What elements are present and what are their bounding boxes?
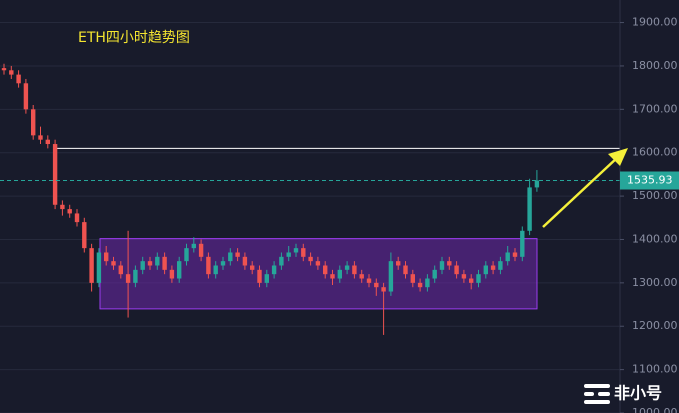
watermark-text: 非小号 xyxy=(614,384,662,403)
candle-body xyxy=(60,204,65,210)
candle-body xyxy=(38,135,43,140)
candle-body xyxy=(315,261,321,266)
candle-body xyxy=(352,265,357,275)
candle-body xyxy=(9,70,14,75)
y-tick-label: 1800.00 xyxy=(632,59,678,72)
candle-body xyxy=(198,243,204,257)
candle-body xyxy=(344,265,350,270)
candle-body xyxy=(454,265,459,275)
candle-body xyxy=(271,265,277,275)
candle-body xyxy=(403,265,408,275)
y-tick-label: 1500.00 xyxy=(632,189,678,202)
candle-body xyxy=(498,261,503,270)
candle-body xyxy=(534,180,540,188)
candle-body xyxy=(89,248,94,283)
y-tick-label: 1700.00 xyxy=(632,102,678,115)
candle-body xyxy=(483,265,488,275)
candle-body xyxy=(374,282,379,288)
price-tag-label: 1535.93 xyxy=(627,174,673,187)
candle-body xyxy=(118,265,123,275)
candle-body xyxy=(257,269,262,283)
y-tick-label: 1100.00 xyxy=(632,363,678,376)
candle-body xyxy=(301,248,306,257)
candle-body xyxy=(323,265,328,275)
y-tick-label: 1000.00 xyxy=(632,406,678,413)
candle-body xyxy=(155,256,160,266)
chart-title: ETH四小时趋势图 xyxy=(78,30,190,46)
candle-body xyxy=(293,248,299,253)
candle-body xyxy=(520,230,525,257)
candle-body xyxy=(125,274,131,283)
candle-body xyxy=(45,139,50,145)
candle-body xyxy=(461,274,467,279)
candle-body xyxy=(366,278,372,283)
candle-body xyxy=(512,252,518,257)
candle-body xyxy=(1,68,7,71)
y-axis: 1000.00 1100.00 1200.00 1300.00 1400.00 1500.… xyxy=(620,16,679,413)
candle-body xyxy=(23,83,29,110)
y-tick-label: 1900.00 xyxy=(632,16,678,29)
plot-area xyxy=(0,63,620,335)
candle-body xyxy=(228,252,233,262)
arrow xyxy=(542,148,628,228)
price-tag xyxy=(620,171,679,190)
candle-body xyxy=(16,74,21,84)
candle-body xyxy=(490,265,496,270)
candle-body xyxy=(410,274,415,283)
candle-body xyxy=(191,243,196,249)
y-tick-label: 1600.00 xyxy=(632,146,678,159)
candle-body xyxy=(235,252,240,257)
candle-body xyxy=(104,252,109,262)
candle-body xyxy=(52,144,58,205)
candle-body xyxy=(67,209,72,214)
candle-body xyxy=(469,278,474,283)
candle-body xyxy=(147,261,153,266)
candle-body xyxy=(206,256,211,275)
y-tick-label: 1300.00 xyxy=(632,276,678,289)
candle-body xyxy=(162,256,167,270)
watermark: 非小号 xyxy=(584,384,662,404)
candle-body xyxy=(31,109,36,136)
candle-body xyxy=(177,261,182,279)
candle-body xyxy=(381,287,386,292)
candle-body xyxy=(447,261,452,266)
candle-body xyxy=(140,261,145,270)
candle-body xyxy=(505,252,510,262)
candle-body xyxy=(279,256,284,266)
candle-body xyxy=(74,213,80,223)
candle-body xyxy=(476,274,481,283)
candle-body xyxy=(308,256,313,262)
candle-body xyxy=(250,265,255,270)
candle-body xyxy=(242,256,248,266)
range-box xyxy=(99,238,538,310)
grid xyxy=(0,22,620,413)
candle-body xyxy=(425,278,430,288)
y-tick-label: 1400.00 xyxy=(632,232,678,245)
candle-body xyxy=(330,274,335,279)
candle-body xyxy=(169,269,175,279)
candle-body xyxy=(439,261,445,270)
candle-body xyxy=(417,282,423,288)
candle-body xyxy=(213,265,218,275)
candle-body xyxy=(359,274,364,279)
candle-body xyxy=(96,252,102,283)
candle-body xyxy=(527,187,532,231)
candle-body xyxy=(111,261,116,266)
candle-body xyxy=(396,261,401,266)
candle-body xyxy=(133,269,138,283)
y-tick-label: 1200.00 xyxy=(632,319,678,332)
candle-body xyxy=(220,261,226,266)
candle-body xyxy=(82,222,87,249)
candle-body xyxy=(388,261,394,292)
candle-body xyxy=(286,252,291,257)
candle-body xyxy=(337,269,342,279)
candle-body xyxy=(432,269,437,279)
candle-body xyxy=(264,274,269,283)
candle-body xyxy=(184,248,189,262)
